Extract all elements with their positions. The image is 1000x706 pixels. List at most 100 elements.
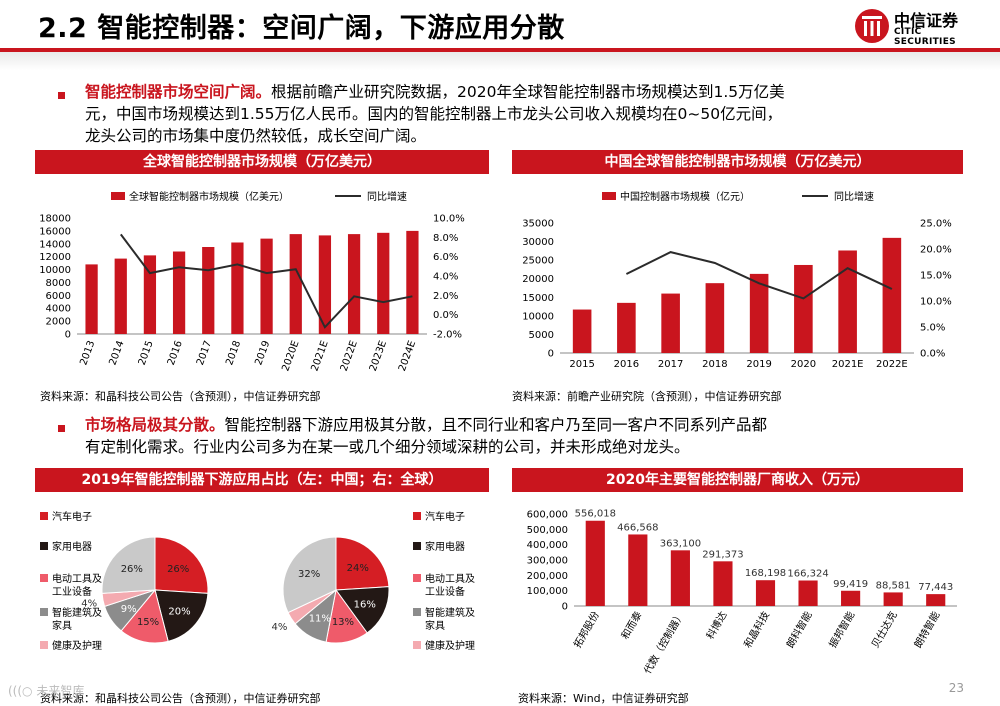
pie-value-label: 9%: [121, 604, 137, 615]
bar: [883, 592, 903, 606]
logo-subtitle: CITIC SECURITIES: [894, 27, 956, 47]
legend-swatch: [413, 641, 421, 649]
pie-value-label: 4%: [271, 622, 287, 633]
chart-source: 资料来源：和晶科技公司公告（含预测），中信证券研究部: [40, 390, 321, 403]
y-tick-label: 0: [65, 330, 71, 341]
x-tick-label: 2022E: [876, 359, 908, 370]
bar-value-label: 291,373: [702, 549, 743, 560]
chart-title-vendors: 2020年主要智能控制器厂商收入（万元）: [512, 468, 963, 492]
vendor-revenue-chart: 0 100,000 200,000 300,000 400,000 500,000 600,…: [527, 509, 957, 676]
paragraph-line: 龙头公司的市场集中度仍然较低，成长空间广阔。: [85, 127, 427, 145]
legend-label: 工业设备: [52, 585, 92, 598]
growth-line: [120, 233, 413, 329]
pie-slice: [282, 536, 337, 614]
bar: [749, 273, 769, 353]
x-tick-label: 2017: [195, 339, 214, 367]
china-market-chart: 中国控制器市场规模（亿元） 同比增速 0 5000 10000 15000 20000 250…: [522, 190, 952, 370]
y2-tick-label: 20.0%: [920, 245, 952, 256]
x-tick-label: 和晶科技: [741, 609, 772, 650]
header-divider: [0, 48, 1000, 52]
pie-slice: [335, 536, 390, 591]
legend-label: 电动工具及: [425, 572, 475, 585]
paragraph-market-space: 智能控制器市场空间广阔。根据前瞻产业研究院数据，2020年全球智能控制器市场规模…: [85, 81, 985, 147]
citic-logo-icon: [855, 9, 889, 43]
bar: [713, 561, 733, 606]
bar: [882, 237, 902, 353]
bar: [85, 264, 98, 334]
y-tick-label: 14000: [39, 239, 71, 250]
highlight-text: 市场格局极其分散。: [85, 416, 225, 434]
y2-tick-label: 4.0%: [433, 272, 458, 283]
bar-value-label: 88,581: [876, 580, 911, 591]
pie-value-label: 16%: [354, 600, 376, 611]
y2-tick-label: -2.0%: [433, 330, 462, 341]
global-market-chart: 全球智能控制器市场规模（亿美元） 同比增速 0 2000 4000 6000 8000 100…: [39, 190, 465, 373]
y2-tick-label: 5.0%: [920, 323, 945, 334]
legend-swatch-bar: [111, 192, 125, 200]
bar-value-label: 556,018: [575, 509, 616, 520]
x-tick-label: 2014: [108, 339, 127, 367]
paragraph-line: 根据前瞻产业研究院数据，2020年全球智能控制器市场规模达到1.5万亿美: [271, 83, 785, 101]
pie-value-label: 32%: [298, 569, 320, 580]
bar: [926, 594, 946, 606]
legend-label: 家具: [52, 619, 72, 632]
x-tick-label: 2020E: [280, 339, 301, 373]
legend-label: 工业设备: [425, 585, 465, 598]
bar: [114, 258, 127, 334]
legend-swatch: [40, 641, 48, 649]
legend-swatch: [40, 608, 48, 616]
y2-tick-label: 0.0%: [433, 310, 458, 321]
y-tick-label: 8000: [46, 278, 71, 289]
x-tick-label: 振邦智能: [826, 609, 857, 650]
bullet-square: [58, 92, 65, 99]
legend-label-line: 同比增速: [834, 190, 874, 203]
chart-title-china: 中国全球智能控制器市场规模（万亿美元）: [512, 150, 963, 174]
y2-tick-label: 6.0%: [433, 252, 458, 263]
y-tick-label: 30000: [522, 237, 554, 248]
bar-value-label: 99,419: [833, 579, 868, 590]
pie-value-label: 11%: [309, 613, 331, 624]
bar: [318, 235, 332, 334]
bar: [377, 232, 390, 334]
chart-source: 资料来源：前瞻产业研究院（含预测），中信证券研究部: [512, 390, 782, 403]
x-tick-label: 2022E: [339, 339, 360, 373]
x-tick-label: 2018: [702, 359, 727, 370]
x-tick-label: 2019: [253, 339, 272, 367]
bar: [841, 590, 861, 606]
y-tick-label: 2000: [46, 317, 71, 328]
y-tick-label: 0: [548, 349, 554, 360]
legend-label: 汽车电子: [425, 510, 465, 523]
x-tick-label: 2013: [78, 339, 97, 367]
bar: [172, 251, 186, 334]
page-title: 2.2 智能控制器：空间广阔，下游应用分散: [38, 13, 565, 44]
bar-value-label: 166,324: [787, 568, 828, 579]
legend-label: 健康及护理: [52, 639, 102, 652]
legend-label: 家用电器: [425, 540, 465, 553]
y2-tick-label: 2.0%: [433, 291, 458, 302]
x-tick-label: 和而泰: [618, 609, 644, 641]
y-tick-label: 20000: [522, 274, 554, 285]
bar: [794, 264, 813, 353]
y-tick-label: 15000: [522, 293, 554, 304]
y-tick-label: 400,000: [527, 540, 568, 551]
pie-slice: [101, 536, 156, 594]
legend-swatch: [40, 542, 48, 550]
growth-line: [625, 251, 893, 300]
legend-swatch: [40, 512, 48, 520]
chart-title-global: 全球智能控制器市场规模（万亿美元）: [35, 150, 489, 174]
bar: [347, 234, 361, 334]
x-tick-label: 2021E: [832, 359, 864, 370]
pie-value-label: 15%: [137, 617, 159, 628]
chart-title-downstream: 2019年智能控制器下游应用占比（左：中国；右：全球）: [35, 468, 489, 492]
pie-value-label: 24%: [347, 563, 369, 574]
legend-label-line: 同比增速: [367, 190, 407, 203]
pie-value-label: 13%: [332, 617, 354, 628]
y2-tick-label: 25.0%: [920, 219, 952, 230]
legend-swatch: [40, 574, 48, 582]
y-tick-label: 600,000: [527, 510, 568, 521]
bar: [705, 283, 725, 353]
y2-tick-label: 8.0%: [433, 233, 458, 244]
legend-swatch: [413, 574, 421, 582]
y-tick-label: 500,000: [527, 525, 568, 536]
